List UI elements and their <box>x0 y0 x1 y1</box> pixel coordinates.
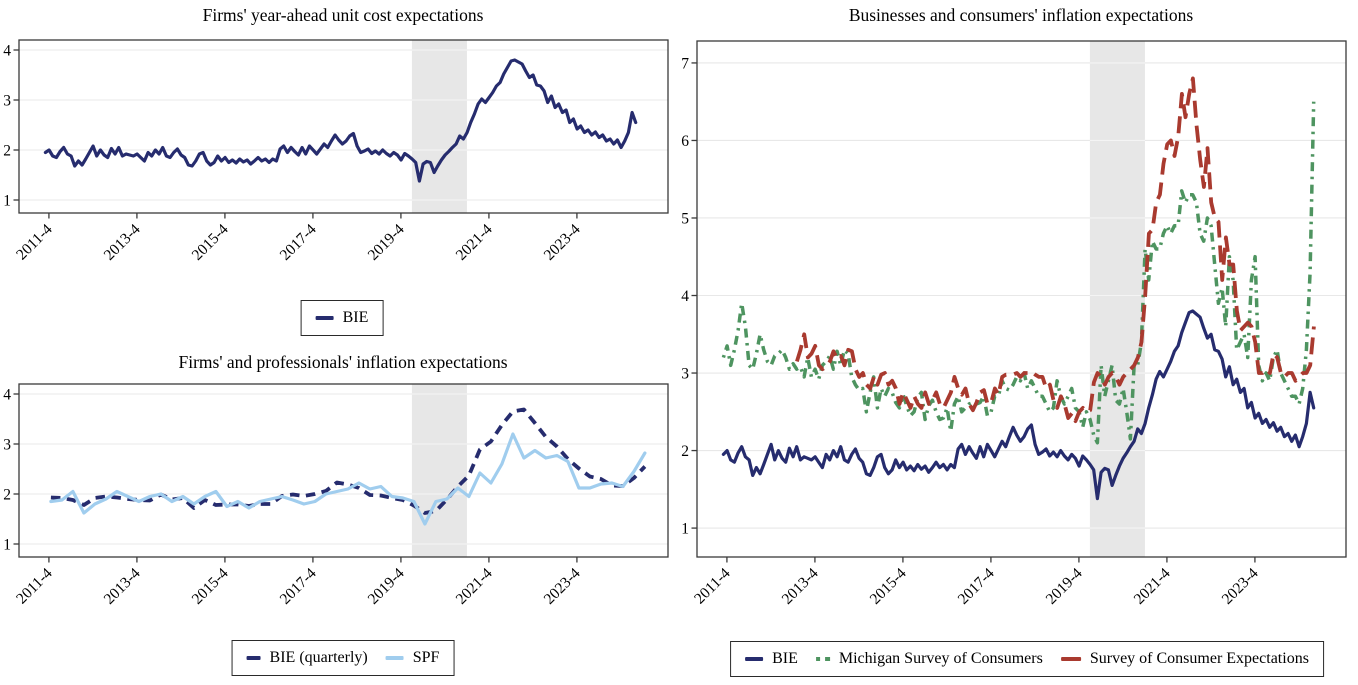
legend-swatch-line-icon <box>385 656 404 660</box>
legend-firms-professionals: BIE (quarterly) SPF <box>231 640 455 676</box>
y-tick-label: 2 <box>681 443 689 460</box>
y-tick-label: 5 <box>681 210 689 227</box>
legend-swatch-dashdot-icon <box>815 656 830 662</box>
series-bie <box>721 309 1316 501</box>
legend-label: SPF <box>412 649 440 666</box>
x-tick-label: 2011-4 <box>691 565 734 608</box>
x-tick-label: 2021-4 <box>453 565 496 608</box>
x-tick-label: 2021-4 <box>453 221 496 264</box>
chart-title-unit-cost: Firms' year-ahead unit cost expectations <box>202 5 484 25</box>
legend-businesses-consumers: BIE Michigan Survey of Consumers Survey of… <box>730 641 1324 677</box>
x-tick-label: 2013-4 <box>779 565 822 608</box>
y-tick-label: 1 <box>681 521 689 538</box>
chart-2: 2011-4 2013-4 2015-4 2017-4 2019-4 2021-4 2023… <box>681 40 1347 608</box>
pandemic-recession-shading <box>411 40 467 213</box>
legend-swatch-line-icon <box>745 657 764 661</box>
x-tick-label: 2019-4 <box>365 221 408 264</box>
y-tick-label: 4 <box>681 288 689 305</box>
plot-border <box>696 40 1347 558</box>
legend-item-bie-quarterly-: BIE (quarterly) <box>246 649 368 667</box>
legend-label: BIE <box>772 650 798 667</box>
series-michigan-survey-of-consumers <box>721 101 1316 445</box>
y-tick-label: 2 <box>3 142 11 159</box>
x-tick-label: 2011-4 <box>13 221 56 264</box>
x-tick-label: 2023-4 <box>541 565 584 608</box>
legend-item-michigan-survey-of-consumers: Michigan Survey of Consumers <box>815 650 1043 668</box>
legend-swatch-line-icon <box>1060 657 1081 661</box>
x-tick-label: 2017-4 <box>277 565 320 608</box>
x-tick-label: 2015-4 <box>189 565 232 608</box>
y-tick-label: 3 <box>3 436 11 453</box>
y-tick-label: 1 <box>3 192 11 209</box>
pandemic-recession-shading <box>411 384 467 557</box>
y-tick-label: 6 <box>681 133 689 150</box>
x-tick-label: 2015-4 <box>189 221 232 264</box>
legend-swatch-line-icon <box>246 656 261 660</box>
x-tick-label: 2013-4 <box>101 565 144 608</box>
x-tick-label: 2019-4 <box>365 565 408 608</box>
legend-item-survey-of-consumer-expectations: Survey of Consumer Expectations <box>1060 650 1309 668</box>
x-tick-label: 2019-4 <box>1043 565 1086 608</box>
legend-label: BIE (quarterly) <box>269 649 368 666</box>
legend-label: BIE <box>342 309 369 326</box>
y-tick-label: 2 <box>3 486 11 503</box>
legend-label: Survey of Consumer Expectations <box>1089 650 1309 667</box>
x-tick-label: 2013-4 <box>101 221 144 264</box>
series-spf <box>49 432 647 526</box>
series-bie-quarterly- <box>50 407 647 515</box>
chart-0: 2011-4 2013-4 2015-4 2017-4 2019-4 2021-4 2023… <box>3 39 669 264</box>
chart-title-firms-professionals: Firms' and professionals' inflation expe… <box>178 352 508 372</box>
plot-border <box>18 383 669 558</box>
series-bie <box>43 58 638 183</box>
x-tick-label: 2011-4 <box>13 565 56 608</box>
x-tick-label: 2017-4 <box>277 221 320 264</box>
x-tick-label: 2023-4 <box>1219 565 1262 608</box>
y-tick-label: 7 <box>681 55 689 72</box>
y-tick-label: 1 <box>3 536 11 553</box>
chart-1: 2011-4 2013-4 2015-4 2017-4 2019-4 2021-4 2023… <box>3 383 669 608</box>
y-tick-label: 4 <box>3 386 11 403</box>
legend-item-spf: SPF <box>385 649 440 667</box>
plot-border <box>18 39 669 214</box>
legend-item-bie: BIE <box>745 650 798 668</box>
y-tick-label: 3 <box>3 92 11 109</box>
y-tick-label: 3 <box>681 365 689 382</box>
y-tick-label: 4 <box>3 42 11 59</box>
x-tick-label: 2021-4 <box>1131 565 1174 608</box>
x-tick-label: 2017-4 <box>955 565 998 608</box>
x-tick-label: 2015-4 <box>867 565 910 608</box>
x-tick-label: 2023-4 <box>541 221 584 264</box>
legend-unit-cost: BIE <box>300 300 384 336</box>
legend-item-bie: BIE <box>315 309 369 327</box>
legend-swatch-line-icon <box>315 316 334 320</box>
pandemic-recession-shading <box>1089 41 1145 557</box>
legend-label: Michigan Survey of Consumers <box>838 650 1043 667</box>
series-survey-of-consumer-expectations <box>795 76 1316 424</box>
chart-title-businesses-consumers: Businesses and consumers' inflation expe… <box>848 5 1194 25</box>
